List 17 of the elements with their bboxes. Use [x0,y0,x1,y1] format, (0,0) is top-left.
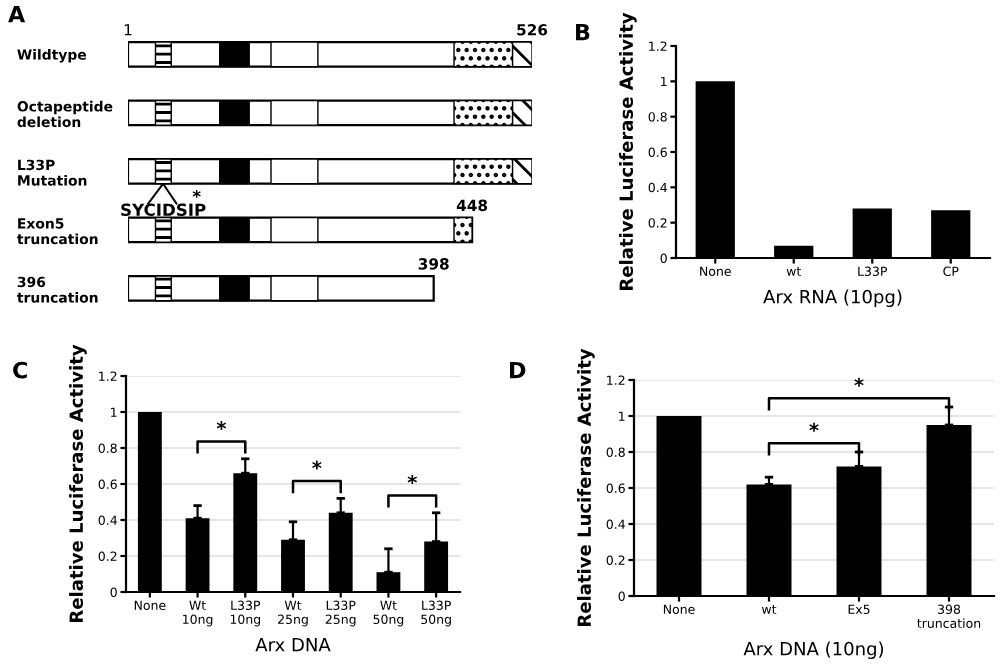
annotation: * [854,377,864,387]
x-axis-title: Arx DNA (10ng) [743,641,884,660]
y-axis-title: Relative Luciferase Activity [69,344,87,622]
chart-title: C [13,361,27,379]
chart-title: D [510,361,526,379]
annotation: * [216,420,227,430]
annotation: * [312,460,322,470]
annotation: SYCIDSIP [121,203,206,217]
y-axis-title: Relative Luciferase Activity [619,12,637,290]
chart-title: A [8,5,26,23]
annotation: * [192,189,201,198]
x-axis-title: Arx RNA (10pg) [763,289,902,308]
annotation: * [407,474,417,484]
chart-title: B [576,23,590,41]
annotation: * [809,422,819,432]
x-axis-title: Arx DNA [255,638,331,652]
y-axis-title: Relative Luciferase Activity [577,348,595,626]
